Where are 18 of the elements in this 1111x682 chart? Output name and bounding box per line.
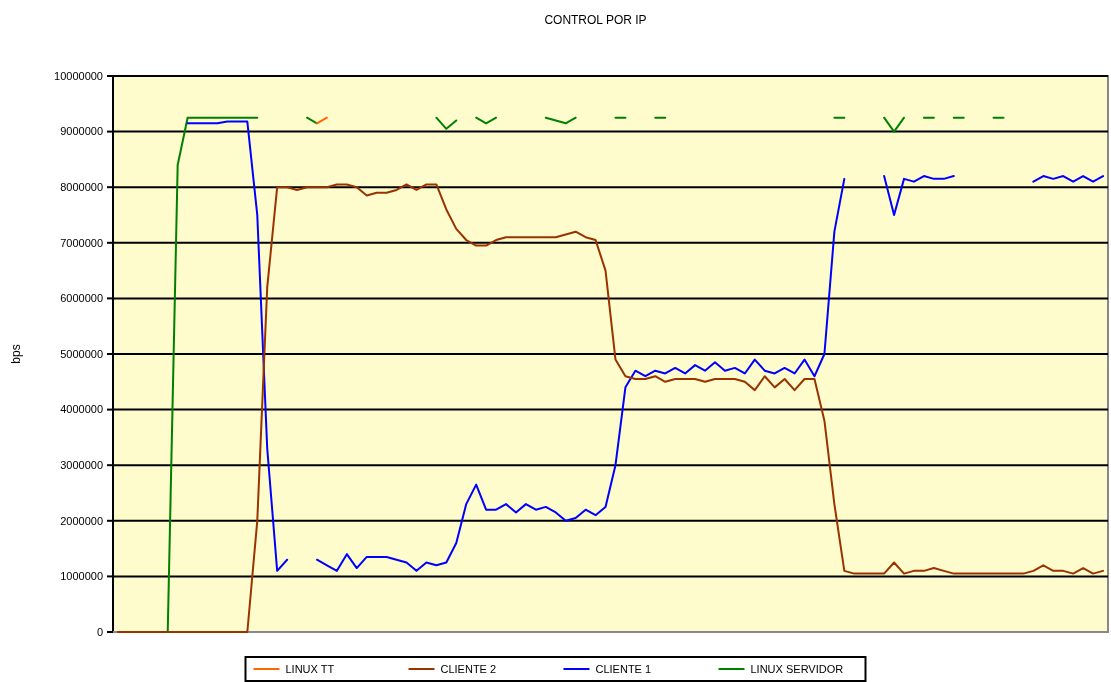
y-tick-label: 5000000 [60, 347, 103, 360]
y-tick-label: 0 [96, 625, 103, 638]
y-tick-label: 2000000 [60, 514, 103, 527]
y-axis-title: bps [9, 344, 23, 364]
legend-label: CLIENTE 1 [595, 662, 652, 675]
y-tick-label: 6000000 [60, 292, 103, 305]
y-tick-label: 9000000 [60, 125, 103, 138]
legend-label: LINUX SERVIDOR [750, 662, 844, 675]
y-tick-label: 4000000 [60, 403, 103, 416]
y-tick-label: 10000000 [54, 69, 103, 82]
y-tick-label: 8000000 [60, 181, 103, 194]
y-tick-label: 7000000 [60, 236, 103, 249]
legend-label: LINUX TT [285, 662, 335, 675]
line-series [116, 183, 1105, 633]
legend-label: CLIENTE 2 [440, 662, 497, 675]
y-tick-label: 1000000 [60, 570, 103, 583]
y-tick-label: 3000000 [60, 459, 103, 472]
chart-title: CONTROL POR IP [544, 13, 647, 27]
